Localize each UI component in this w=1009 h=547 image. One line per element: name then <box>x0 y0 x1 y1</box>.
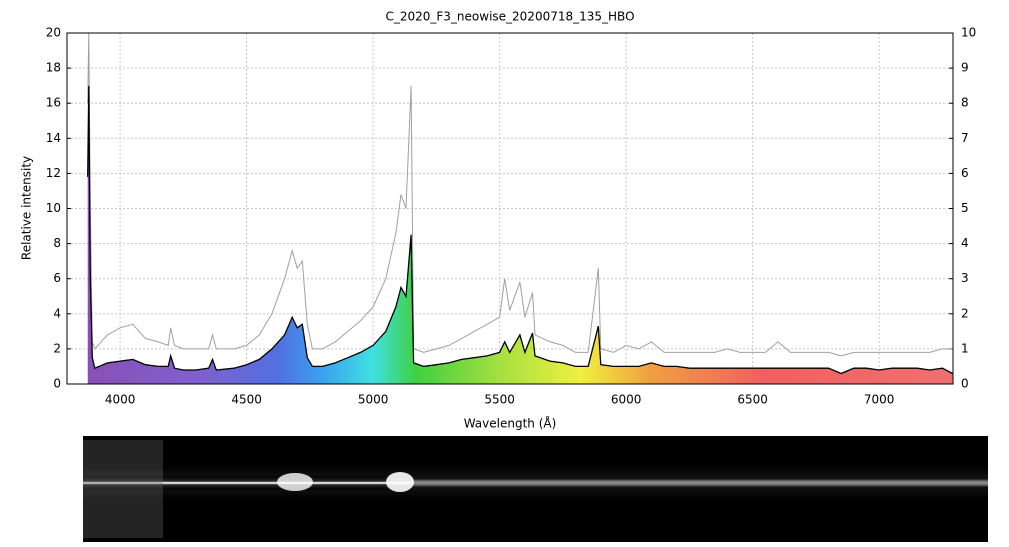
y2-tick-label: 10 <box>961 26 976 40</box>
y2-tick-label: 0 <box>961 377 969 391</box>
plot-area <box>67 33 953 384</box>
y2-tick-label: 9 <box>961 61 969 75</box>
y-tick-label: 8 <box>53 236 61 250</box>
plot-frame <box>66 32 954 385</box>
y-tick-label: 2 <box>53 341 61 355</box>
y-axis-label: Relative intensity <box>20 156 34 260</box>
x-tick-label: 7000 <box>864 393 895 407</box>
y2-tick-label: 7 <box>961 131 969 145</box>
x-tick-label: 4000 <box>105 393 136 407</box>
y-tick-label: 0 <box>53 377 61 391</box>
y-tick-label: 6 <box>53 271 61 285</box>
y2-tick-label: 6 <box>961 166 969 180</box>
y-tick-label: 10 <box>46 201 61 215</box>
series-line <box>87 85 953 375</box>
y-tick-label: 16 <box>46 96 61 110</box>
x-tick-label: 5000 <box>358 393 389 407</box>
y-tick-label: 14 <box>46 131 61 145</box>
y-tick-label: 18 <box>46 61 61 75</box>
y-tick-label: 4 <box>53 306 61 320</box>
y2-tick-label: 8 <box>961 96 969 110</box>
y2-tick-label: 2 <box>961 306 969 320</box>
y-tick-label: 12 <box>46 166 61 180</box>
spectrum-image <box>83 436 988 542</box>
y-tick-label: 20 <box>46 26 61 40</box>
y2-tick-label: 4 <box>961 236 969 250</box>
x-tick-label: 5500 <box>484 393 515 407</box>
series-line <box>87 33 953 357</box>
y2-tick-label: 5 <box>961 201 969 215</box>
chart-title: C_2020_F3_neowise_20200718_135_HBO <box>385 10 634 24</box>
x-tick-label: 6500 <box>737 393 768 407</box>
x-axis-label: Wavelength (Å) <box>464 416 557 431</box>
y2-tick-label: 1 <box>961 341 969 355</box>
y2-tick-label: 3 <box>961 271 969 285</box>
x-tick-label: 6000 <box>611 393 642 407</box>
x-tick-label: 4500 <box>231 393 262 407</box>
